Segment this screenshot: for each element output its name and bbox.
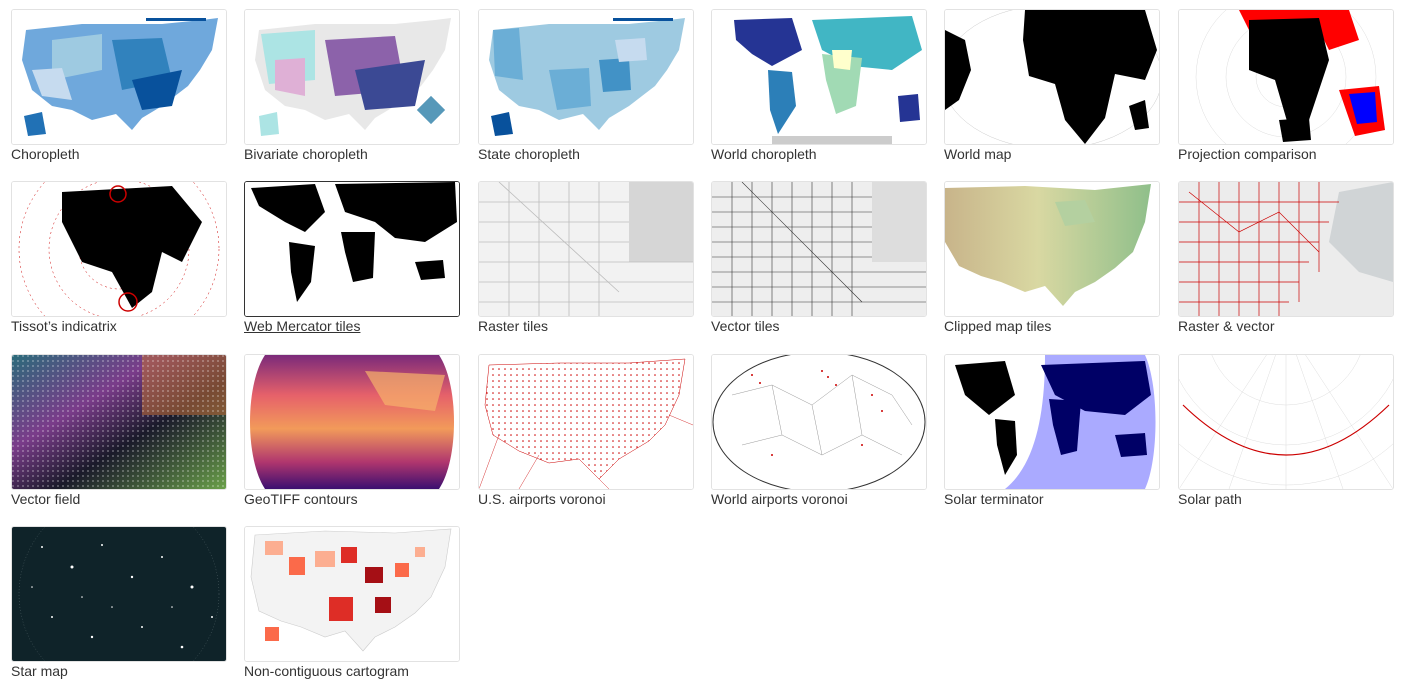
thumbnail-star-map: [11, 526, 227, 662]
gallery-card-title: Solar path: [1178, 491, 1242, 507]
gallery-card-title: Bivariate choropleth: [244, 146, 368, 162]
gallery-card-vector-field[interactable]: Vector field: [11, 354, 227, 522]
gallery-card-world-map[interactable]: World map: [944, 9, 1160, 177]
gallery-card-geotiff-contours[interactable]: GeoTIFF contours: [244, 354, 460, 522]
thumbnail-vector-tiles: [711, 181, 927, 317]
gallery-card-solar-path[interactable]: Solar path: [1178, 354, 1394, 522]
gallery-card-state-choropleth[interactable]: State choropleth: [478, 9, 694, 177]
gallery-card-non-contiguous-cartogram[interactable]: Non-contiguous cartogram: [244, 526, 460, 694]
gallery-card-title: Raster tiles: [478, 318, 549, 334]
thumbnail-state-choropleth: [478, 9, 694, 145]
gallery-card-clipped-map-tiles[interactable]: Clipped map tiles: [944, 181, 1160, 349]
gallery-card-title: World map: [944, 146, 1012, 162]
gallery-card-title: Clipped map tiles: [944, 318, 1052, 334]
thumbnail-choropleth: [11, 9, 227, 145]
gallery-card-title: Tissot’s indicatrix: [11, 318, 117, 334]
gallery-card-title: Vector field: [11, 491, 81, 507]
gallery-card-star-map[interactable]: Star map: [11, 526, 227, 694]
gallery-card-tissots-indicatrix[interactable]: Tissot’s indicatrix: [11, 181, 227, 349]
thumbnail-projection-comparison: [1178, 9, 1394, 145]
gallery-card-title: Raster & vector: [1178, 318, 1275, 334]
gallery-card-solar-terminator[interactable]: Solar terminator: [944, 354, 1160, 522]
gallery-card-title: GeoTIFF contours: [244, 491, 358, 507]
gallery-card-title: Web Mercator tiles: [244, 318, 361, 334]
thumbnail-clipped-map-tiles: [944, 181, 1160, 317]
gallery-card-title: Choropleth: [11, 146, 80, 162]
thumbnail-world-airports-voronoi: [711, 354, 927, 490]
gallery-card-choropleth[interactable]: Choropleth: [11, 9, 227, 177]
thumbnail-raster-vector: [1178, 181, 1394, 317]
gallery-card-title: Star map: [11, 663, 68, 679]
gallery-card-us-airports-voronoi[interactable]: U.S. airports voronoi: [478, 354, 694, 522]
thumbnail-world-map: [944, 9, 1160, 145]
gallery-card-projection-comparison[interactable]: Projection comparison: [1178, 9, 1394, 177]
gallery-card-raster-vector[interactable]: Raster & vector: [1178, 181, 1394, 349]
gallery-card-title: Solar terminator: [944, 491, 1044, 507]
thumbnail-bivariate-choropleth: [244, 9, 460, 145]
thumbnail-us-airports-voronoi: [478, 354, 694, 490]
gallery-card-title: World choropleth: [711, 146, 817, 162]
gallery-card-bivariate-choropleth[interactable]: Bivariate choropleth: [244, 9, 460, 177]
thumbnail-world-choropleth: [711, 9, 927, 145]
gallery-card-title: Non-contiguous cartogram: [244, 663, 409, 679]
gallery-card-title: U.S. airports voronoi: [478, 491, 606, 507]
gallery-card-title: Projection comparison: [1178, 146, 1317, 162]
gallery-card-raster-tiles[interactable]: Raster tiles: [478, 181, 694, 349]
thumbnail-raster-tiles: [478, 181, 694, 317]
gallery-card-world-airports-voronoi[interactable]: World airports voronoi: [711, 354, 927, 522]
thumbnail-non-contiguous-cartogram: [244, 526, 460, 662]
thumbnail-tissots-indicatrix: [11, 181, 227, 317]
thumbnail-solar-path: [1178, 354, 1394, 490]
gallery-card-web-mercator-tiles[interactable]: Web Mercator tiles: [244, 181, 460, 349]
gallery-card-title: State choropleth: [478, 146, 580, 162]
thumbnail-geotiff-contours: [244, 354, 460, 490]
gallery-card-title: World airports voronoi: [711, 491, 848, 507]
gallery-card-title: Vector tiles: [711, 318, 780, 334]
thumbnail-web-mercator-tiles: [244, 181, 460, 317]
thumbnail-solar-terminator: [944, 354, 1160, 490]
gallery-card-world-choropleth[interactable]: World choropleth: [711, 9, 927, 177]
gallery-card-vector-tiles[interactable]: Vector tiles: [711, 181, 927, 349]
thumbnail-vector-field: [11, 354, 227, 490]
